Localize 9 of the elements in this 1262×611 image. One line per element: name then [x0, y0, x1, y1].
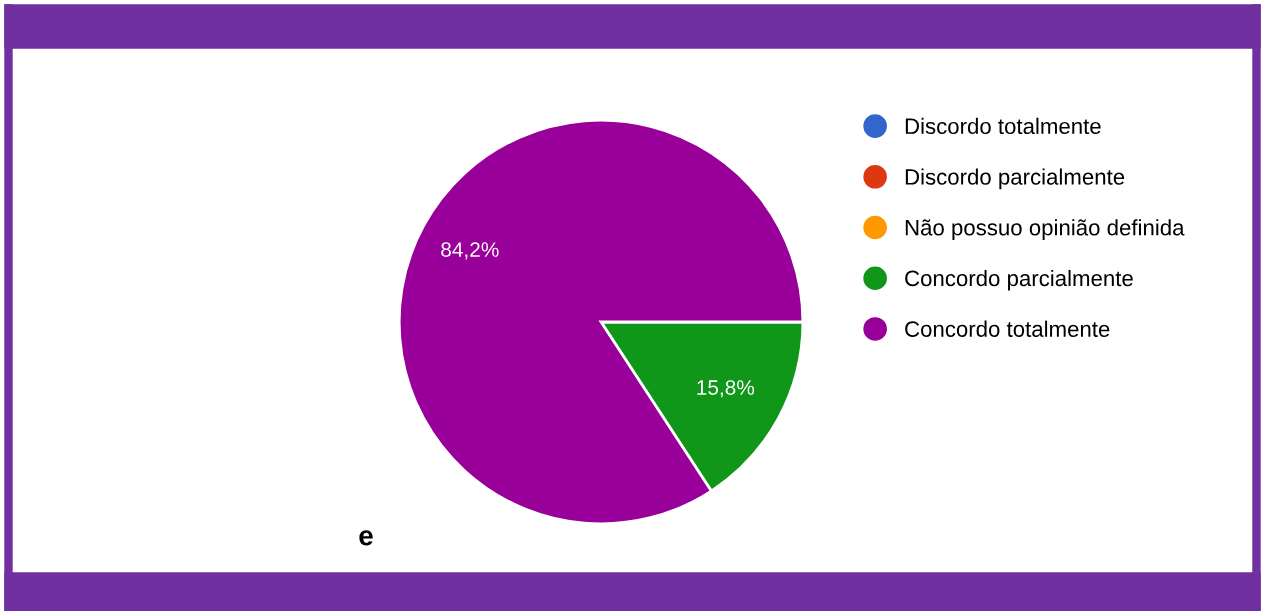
text: e	[359, 530, 373, 546]
pie-slice	[397, 118, 805, 526]
legend-label: Discordo totalmente	[905, 117, 1101, 135]
data-label: 84,2%	[441, 242, 499, 260]
legend-label: Não possuo opinião definida	[905, 219, 1185, 240]
legend-label: Discordo parcialmente	[905, 168, 1125, 190]
legend-label: Concordo totalmente	[905, 320, 1110, 337]
legend-label: Concordo parcialmente	[905, 269, 1133, 291]
data-label: 15,8%	[697, 380, 755, 398]
